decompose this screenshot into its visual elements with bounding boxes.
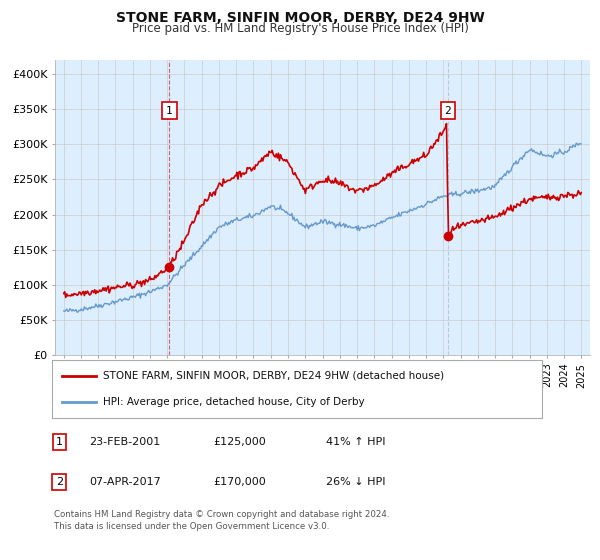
Text: 26% ↓ HPI: 26% ↓ HPI [326, 477, 386, 487]
Text: STONE FARM, SINFIN MOOR, DERBY, DE24 9HW (detached house): STONE FARM, SINFIN MOOR, DERBY, DE24 9HW… [103, 371, 445, 381]
Text: HPI: Average price, detached house, City of Derby: HPI: Average price, detached house, City… [103, 398, 365, 407]
Text: Price paid vs. HM Land Registry's House Price Index (HPI): Price paid vs. HM Land Registry's House … [131, 22, 469, 35]
Text: 23-FEB-2001: 23-FEB-2001 [89, 437, 160, 447]
Text: This data is licensed under the Open Government Licence v3.0.: This data is licensed under the Open Gov… [54, 522, 329, 531]
Text: £125,000: £125,000 [214, 437, 266, 447]
Text: 1: 1 [166, 106, 173, 115]
Text: 07-APR-2017: 07-APR-2017 [89, 477, 161, 487]
Text: 2: 2 [56, 477, 63, 487]
Text: 41% ↑ HPI: 41% ↑ HPI [326, 437, 386, 447]
Text: 1: 1 [56, 437, 63, 447]
Text: £170,000: £170,000 [214, 477, 266, 487]
Text: STONE FARM, SINFIN MOOR, DERBY, DE24 9HW: STONE FARM, SINFIN MOOR, DERBY, DE24 9HW [116, 11, 484, 25]
Text: Contains HM Land Registry data © Crown copyright and database right 2024.: Contains HM Land Registry data © Crown c… [54, 510, 389, 519]
Text: 2: 2 [445, 106, 451, 115]
